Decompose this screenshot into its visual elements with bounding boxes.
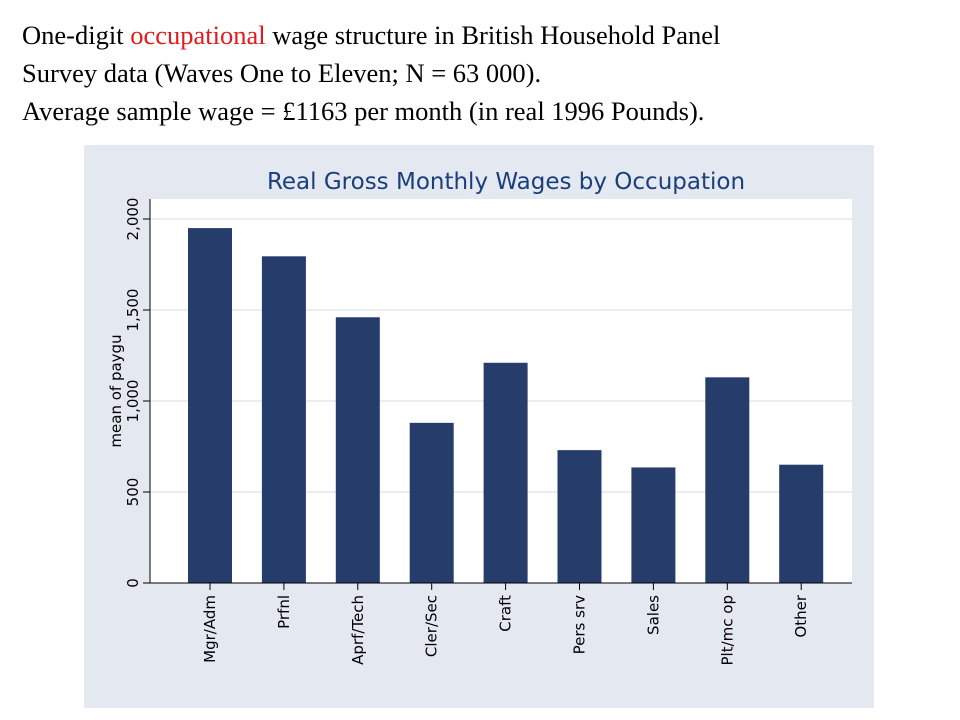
bar-craft: [483, 362, 528, 583]
y-axis-label: mean of paygu: [107, 334, 125, 447]
bar-mgr-adm: [188, 228, 232, 583]
heading-line-1-start: One-digit: [22, 20, 131, 50]
category-label-mgr-adm: Mgr/Adm: [201, 595, 219, 663]
y-ticks: 0 500 1,000 1,500 2,000: [124, 198, 150, 588]
y-tick-label-2000: 2,000: [124, 198, 142, 241]
y-tick-label-1000: 1,000: [124, 380, 142, 423]
category-label-aprf-tech: Aprf/Tech: [349, 595, 367, 665]
bar-chart: Real Gross Monthly Wages by Occupation 0…: [107, 169, 852, 665]
category-label-prfnl: Prfnl: [275, 595, 293, 629]
bar-other: [779, 464, 824, 583]
x-category-labels: Mgr/Adm Prfnl Aprf/Tech Cler/Sec Craft Pers s…: [201, 583, 810, 665]
y-tick-label-0: 0: [124, 578, 142, 588]
category-label-plt-mc-op: Plt/mc op: [718, 595, 736, 665]
category-label-sales: Sales: [644, 595, 662, 635]
category-label-other: Other: [792, 594, 810, 637]
category-label-craft: Craft: [497, 595, 515, 632]
bar-aprf-tech: [335, 317, 380, 583]
bar-pers-srv: [557, 450, 602, 583]
bar-cler-sec: [409, 422, 454, 583]
chart-title: Real Gross Monthly Wages by Occupation: [267, 169, 745, 195]
bar-sales: [631, 467, 676, 583]
heading-accent-word: occupational: [130, 20, 266, 50]
bar-plt-mc-op: [705, 377, 750, 583]
chart-panel: Real Gross Monthly Wages by Occupation 0…: [84, 145, 874, 708]
heading-line-3: Average sample wage = £1163 per month (i…: [22, 96, 705, 126]
category-label-pers-srv: Pers srv: [571, 595, 589, 654]
heading-line-2: Survey data (Waves One to Eleven; N = 63…: [22, 58, 542, 88]
y-tick-label-1500: 1,500: [124, 289, 142, 332]
heading-line-1: One-digit occupational wage structure in…: [22, 16, 942, 54]
bar-prfnl: [261, 256, 306, 583]
slide-heading: One-digit occupational wage structure in…: [22, 16, 942, 130]
y-tick-label-500: 500: [124, 478, 142, 507]
heading-line-1-end: wage structure in British Household Pane…: [265, 20, 721, 50]
category-label-cler-sec: Cler/Sec: [423, 595, 441, 657]
bars: [188, 228, 824, 583]
